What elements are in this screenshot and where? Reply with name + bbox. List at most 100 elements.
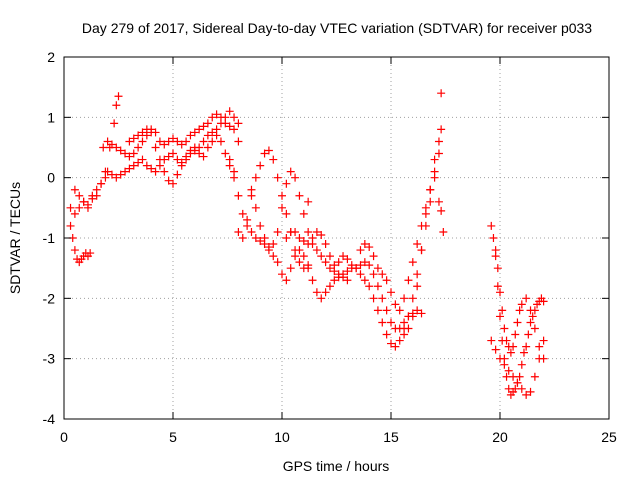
data-point — [509, 342, 518, 351]
data-point — [373, 306, 382, 315]
data-point — [125, 164, 134, 173]
data-point — [230, 113, 239, 122]
data-point — [282, 209, 291, 218]
data-point — [112, 143, 121, 152]
data-point — [291, 227, 300, 236]
data-point — [88, 191, 97, 200]
data-point — [134, 158, 143, 167]
data-point — [243, 215, 252, 224]
data-point — [260, 234, 269, 242]
data-point — [522, 342, 531, 351]
data-point — [282, 276, 291, 285]
data-point — [169, 179, 177, 188]
data-point — [299, 264, 308, 273]
data-point — [421, 209, 430, 218]
data-point — [199, 152, 208, 161]
y-tick-label: -3 — [43, 351, 56, 367]
data-point — [437, 89, 446, 98]
data-point — [251, 234, 260, 242]
series-arc2 — [66, 92, 123, 218]
y-tick-label: -2 — [43, 290, 56, 306]
data-point — [160, 140, 169, 149]
data-point — [225, 155, 234, 164]
series-arc3 — [70, 173, 110, 209]
data-point — [373, 264, 382, 273]
data-point — [147, 164, 156, 173]
data-point — [75, 203, 84, 212]
data-point — [528, 312, 537, 321]
data-point — [493, 264, 502, 273]
data-point — [230, 125, 239, 134]
data-point — [238, 209, 247, 218]
data-point — [173, 170, 182, 179]
data-point — [343, 267, 352, 276]
data-point — [513, 318, 522, 327]
series-arc4 — [99, 110, 243, 161]
data-point — [369, 270, 378, 279]
data-point — [186, 149, 195, 158]
data-point — [526, 318, 535, 327]
data-point — [251, 173, 260, 182]
data-point — [430, 167, 439, 176]
data-point — [360, 240, 369, 249]
data-point — [225, 107, 234, 116]
series-arc9 — [247, 167, 352, 285]
data-point — [203, 143, 212, 152]
data-point — [404, 324, 413, 333]
data-point — [321, 258, 330, 267]
y-tick-label: -1 — [43, 230, 56, 246]
x-tick-label: 15 — [383, 429, 399, 445]
data-point — [208, 113, 217, 122]
data-point — [110, 119, 119, 128]
data-point — [86, 249, 95, 258]
data-point — [129, 134, 138, 143]
data-point — [325, 282, 334, 291]
data-point — [160, 167, 169, 176]
data-point — [173, 137, 182, 146]
data-point — [129, 161, 138, 170]
x-axis-label: GPS time / hours — [283, 458, 390, 474]
data-point — [273, 258, 282, 267]
data-point — [413, 240, 422, 249]
data-point — [437, 206, 446, 215]
x-tick-label: 25 — [601, 429, 617, 445]
data-point — [356, 246, 365, 255]
data-point — [260, 149, 269, 158]
data-point — [493, 282, 502, 291]
data-point — [66, 221, 75, 230]
data-point — [234, 119, 243, 128]
x-tick-label: 20 — [492, 429, 508, 445]
data-point — [530, 372, 539, 381]
data-point — [317, 252, 326, 261]
data-point — [325, 264, 334, 273]
data-point — [70, 246, 79, 255]
y-tick-label: 0 — [47, 170, 55, 186]
data-point — [107, 140, 116, 149]
data-point — [400, 330, 409, 339]
data-point — [304, 261, 313, 270]
data-point — [360, 258, 369, 267]
data-point — [496, 288, 504, 297]
data-point — [116, 170, 125, 179]
data-point — [502, 336, 511, 345]
data-point — [373, 282, 382, 291]
data-point — [539, 336, 548, 345]
data-point — [295, 234, 304, 242]
data-point — [134, 131, 143, 140]
data-point — [504, 366, 513, 375]
data-point — [524, 330, 533, 339]
data-point — [177, 140, 186, 149]
data-point — [138, 137, 147, 146]
data-point — [299, 209, 308, 218]
data-point — [312, 227, 321, 236]
data-point — [365, 243, 374, 252]
data-point — [169, 134, 177, 143]
data-point — [417, 221, 426, 230]
y-tick-label: 2 — [47, 49, 55, 65]
data-point — [103, 137, 112, 146]
data-point — [107, 170, 116, 179]
data-point — [234, 137, 243, 146]
data-point — [408, 258, 417, 267]
data-point — [269, 252, 278, 261]
data-point — [155, 137, 164, 146]
